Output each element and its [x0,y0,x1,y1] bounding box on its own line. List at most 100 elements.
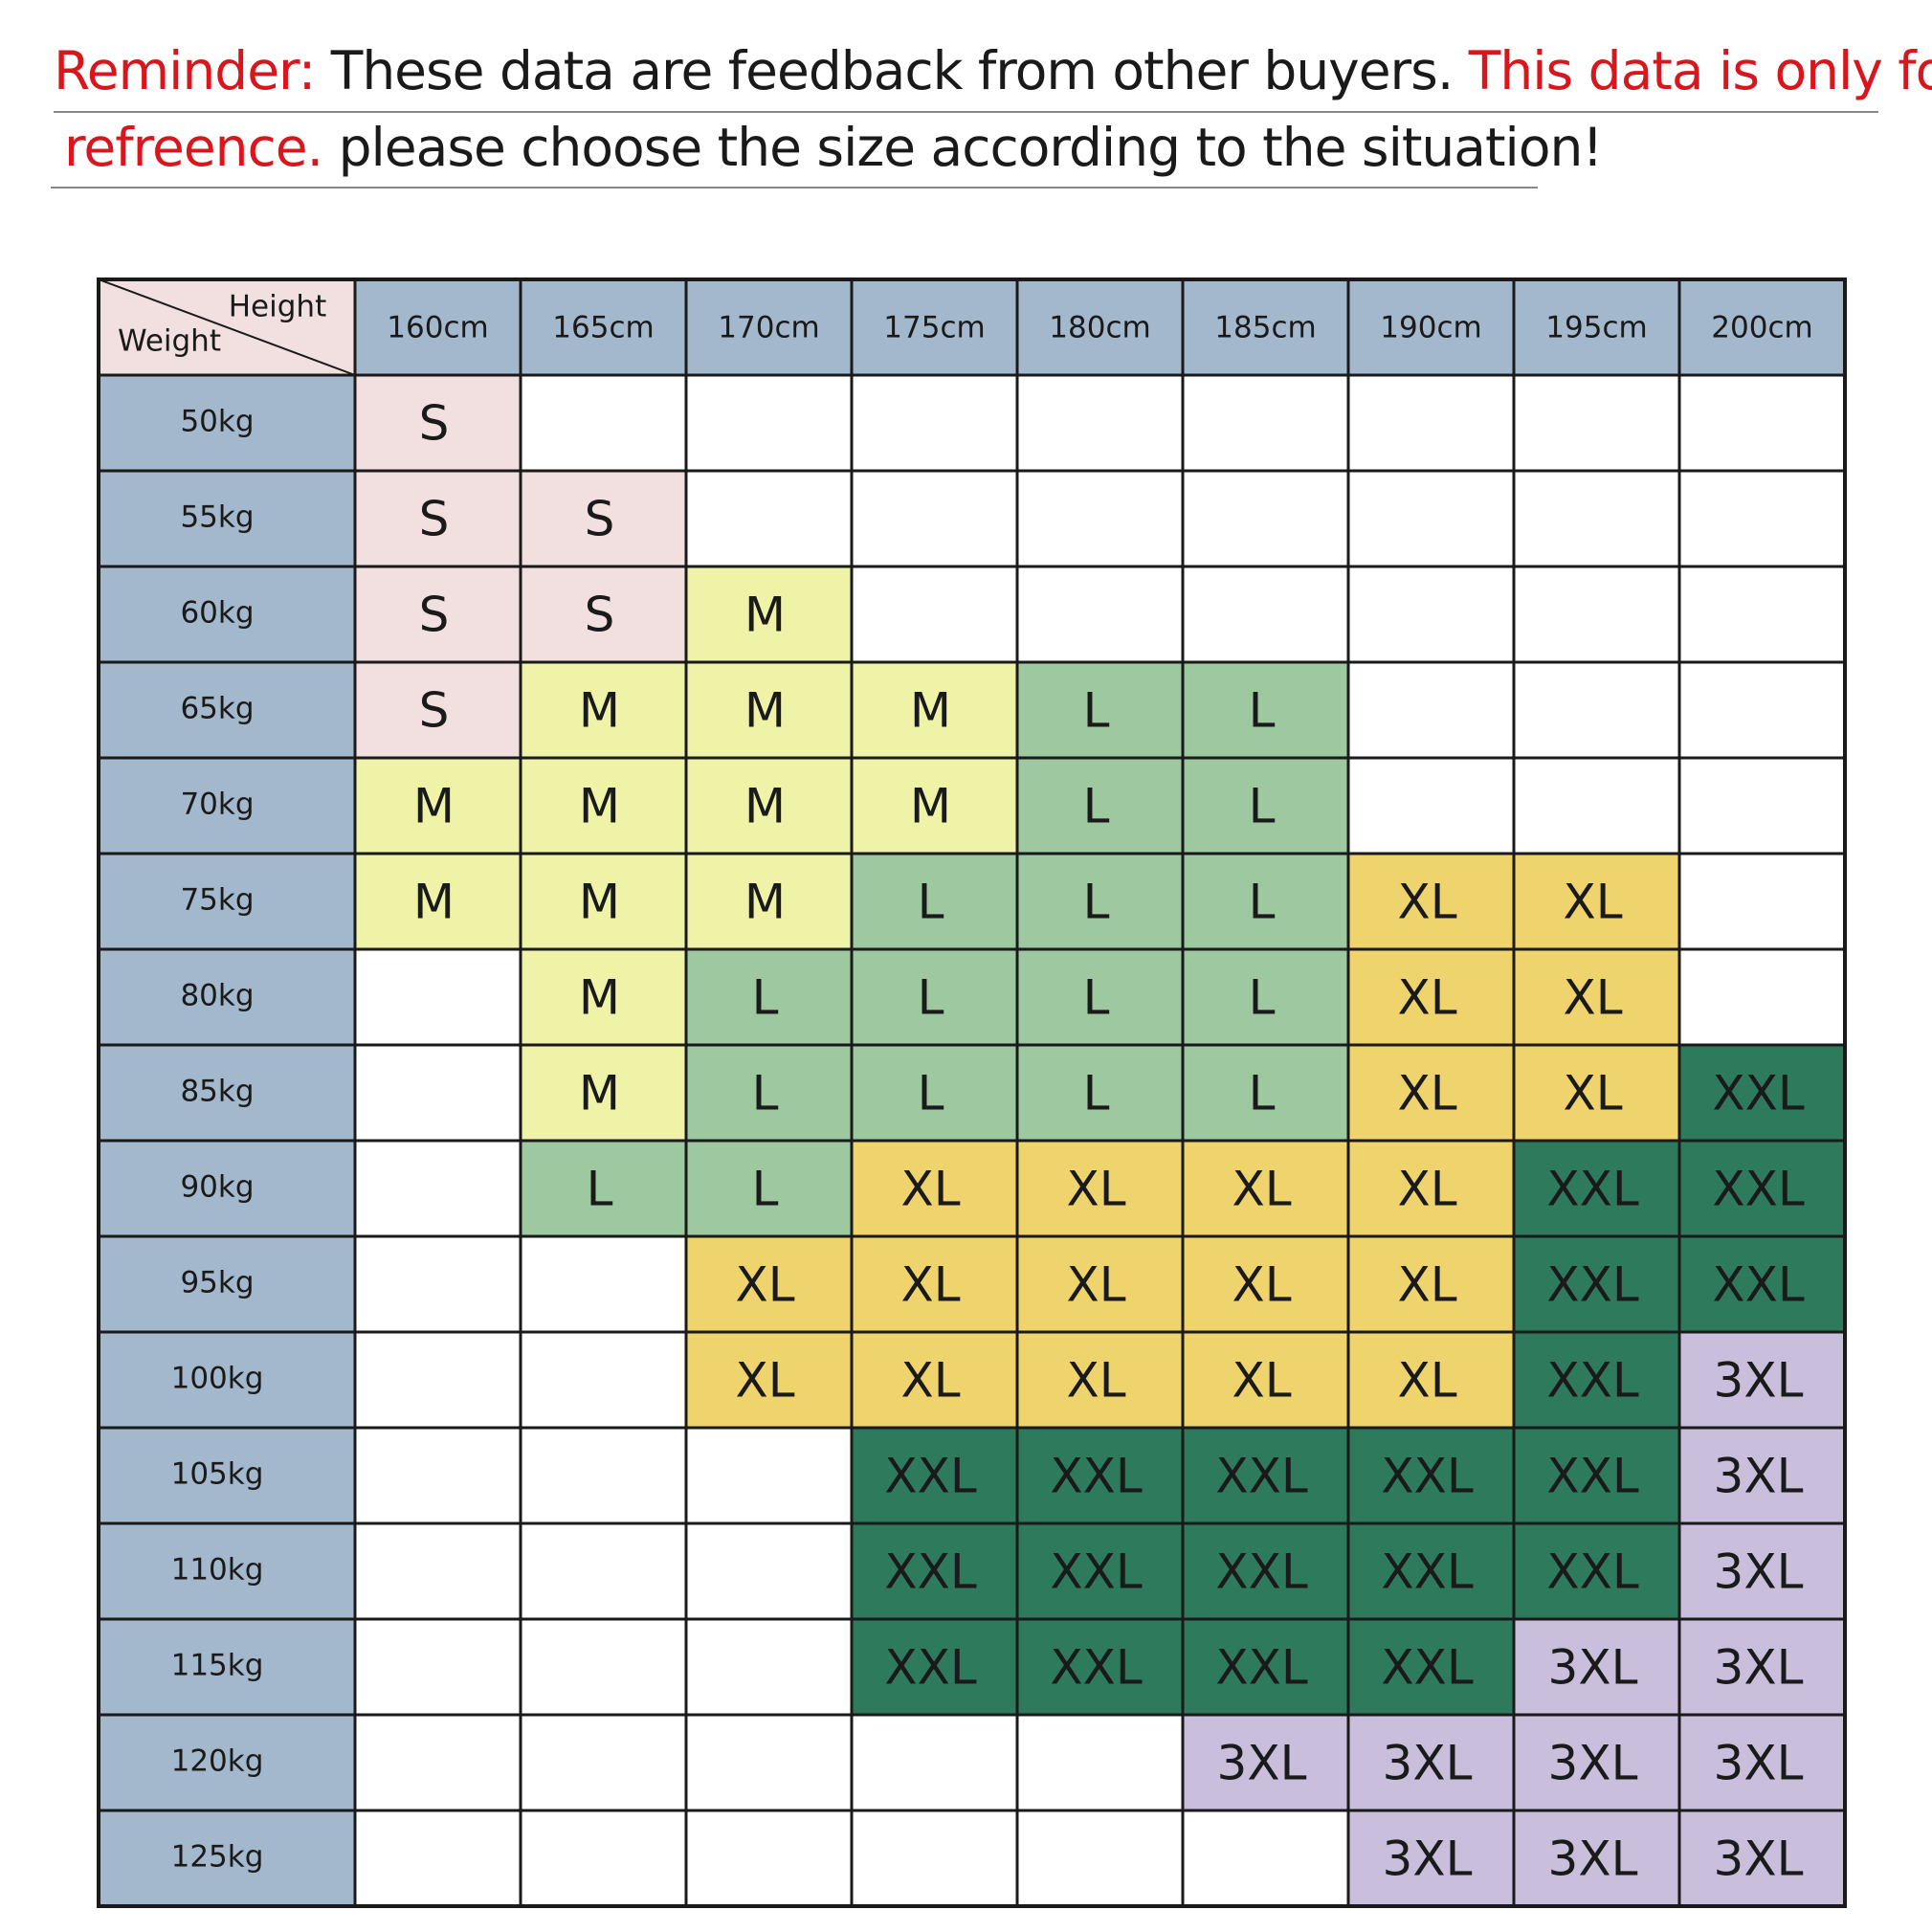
size-label: XXL [884,1449,977,1504]
reminder-line: Reminder: These data are feedback from o… [54,40,1932,113]
reminder-text: These data are feedback from other buyer… [330,40,1455,101]
size-cell [1512,565,1681,664]
size-label: M [579,683,620,739]
reminder-emphasis: refreence. [64,117,323,178]
size-label: XL [1563,875,1622,930]
size-cell [1512,1330,1681,1430]
size-label: XL [1397,1066,1456,1121]
size-cell [353,1809,522,1908]
size-cell [519,1713,688,1812]
size-label: M [579,970,620,1026]
row-header-cell [97,1521,357,1621]
size-cell [1015,1330,1185,1430]
reminder-label: Reminder: [54,40,316,101]
size-cell [1346,1713,1516,1812]
size-label: 3XL [1714,1832,1804,1887]
size-label: XXL [1546,1544,1639,1600]
size-cell [1512,660,1681,760]
size-label: S [419,588,450,643]
size-cell [1677,756,1847,855]
size-cell [684,1809,854,1908]
row-header: 70kg [180,788,254,822]
size-label: XL [1397,875,1456,930]
size-cell [1181,1521,1350,1621]
size-label: M [413,779,455,834]
size-label: M [579,779,620,834]
size-label: XXL [884,1544,977,1600]
size-label: XXL [884,1640,977,1696]
size-label: 3XL [1714,1736,1804,1791]
size-cell [1677,373,1847,473]
size-label: L [918,875,944,930]
size-label: M [744,875,786,930]
size-label: 3XL [1714,1353,1804,1409]
size-cell [1015,1521,1185,1621]
size-cell [1512,1426,1681,1525]
size-label: S [585,588,615,643]
size-label: L [1083,875,1110,930]
size-cell [1181,1809,1350,1908]
size-cell [1346,947,1516,1047]
row-header: 75kg [180,883,254,918]
size-cell [1512,1234,1681,1334]
size-cell [353,1043,522,1143]
size-cell [1512,1617,1681,1717]
size-cell [1677,565,1847,664]
size-label: M [910,683,951,739]
size-label: 3XL [1548,1640,1638,1696]
size-cell [1346,1617,1516,1717]
size-cell [1346,373,1516,473]
column-header: 165cm [552,311,654,345]
size-cell [1346,852,1516,951]
size-cell [1677,1330,1847,1430]
row-header: 50kg [180,405,254,439]
reminder-line: refreence. please choose the size accord… [51,117,1603,189]
size-cell [1015,565,1185,664]
row-header: 120kg [171,1744,264,1779]
row-header: 110kg [171,1553,264,1588]
column-header: 170cm [718,311,819,345]
size-cell [353,1139,522,1238]
reminder-text: please choose the size according to the … [338,117,1604,178]
size-cell [850,469,1019,568]
size-label: XXL [1050,1640,1143,1696]
size-cell [1015,660,1185,760]
size-label: 3XL [1714,1640,1804,1696]
corner-height-label: Height [229,290,326,324]
size-label: XL [1397,970,1456,1026]
size-cell [684,1521,854,1621]
row-header: 85kg [180,1075,254,1109]
size-cell [1677,852,1847,951]
size-cell [519,1234,688,1334]
size-cell [1677,469,1847,568]
size-cell [684,1234,854,1334]
size-label: L [752,970,779,1026]
size-label: XL [1232,1257,1291,1313]
size-cell [1181,565,1350,664]
size-label: XXL [1712,1066,1805,1121]
size-cell [1677,947,1847,1047]
size-cell [1181,1043,1350,1143]
row-header: 105kg [171,1457,264,1492]
size-label: S [585,492,615,547]
size-cell [519,1809,688,1908]
size-label: XXL [1381,1640,1474,1696]
size-label: L [1083,1066,1110,1121]
row-header-cell [97,565,357,664]
size-cell [684,1330,854,1430]
size-label: M [744,779,786,834]
size-label: XL [900,1353,960,1409]
column-header: 190cm [1380,311,1481,345]
size-cell [850,1809,1019,1908]
corner-diagonal [98,278,356,376]
size-label: XL [1232,1162,1291,1217]
size-label: 3XL [1714,1449,1804,1504]
size-cell [519,947,688,1047]
size-label: L [1249,683,1276,739]
size-cell [353,1617,522,1717]
size-cell [1512,373,1681,473]
size-label: 3XL [1217,1736,1307,1791]
size-label: XL [1397,1257,1456,1313]
size-label: XL [1563,970,1622,1026]
size-label: XXL [1215,1449,1308,1504]
